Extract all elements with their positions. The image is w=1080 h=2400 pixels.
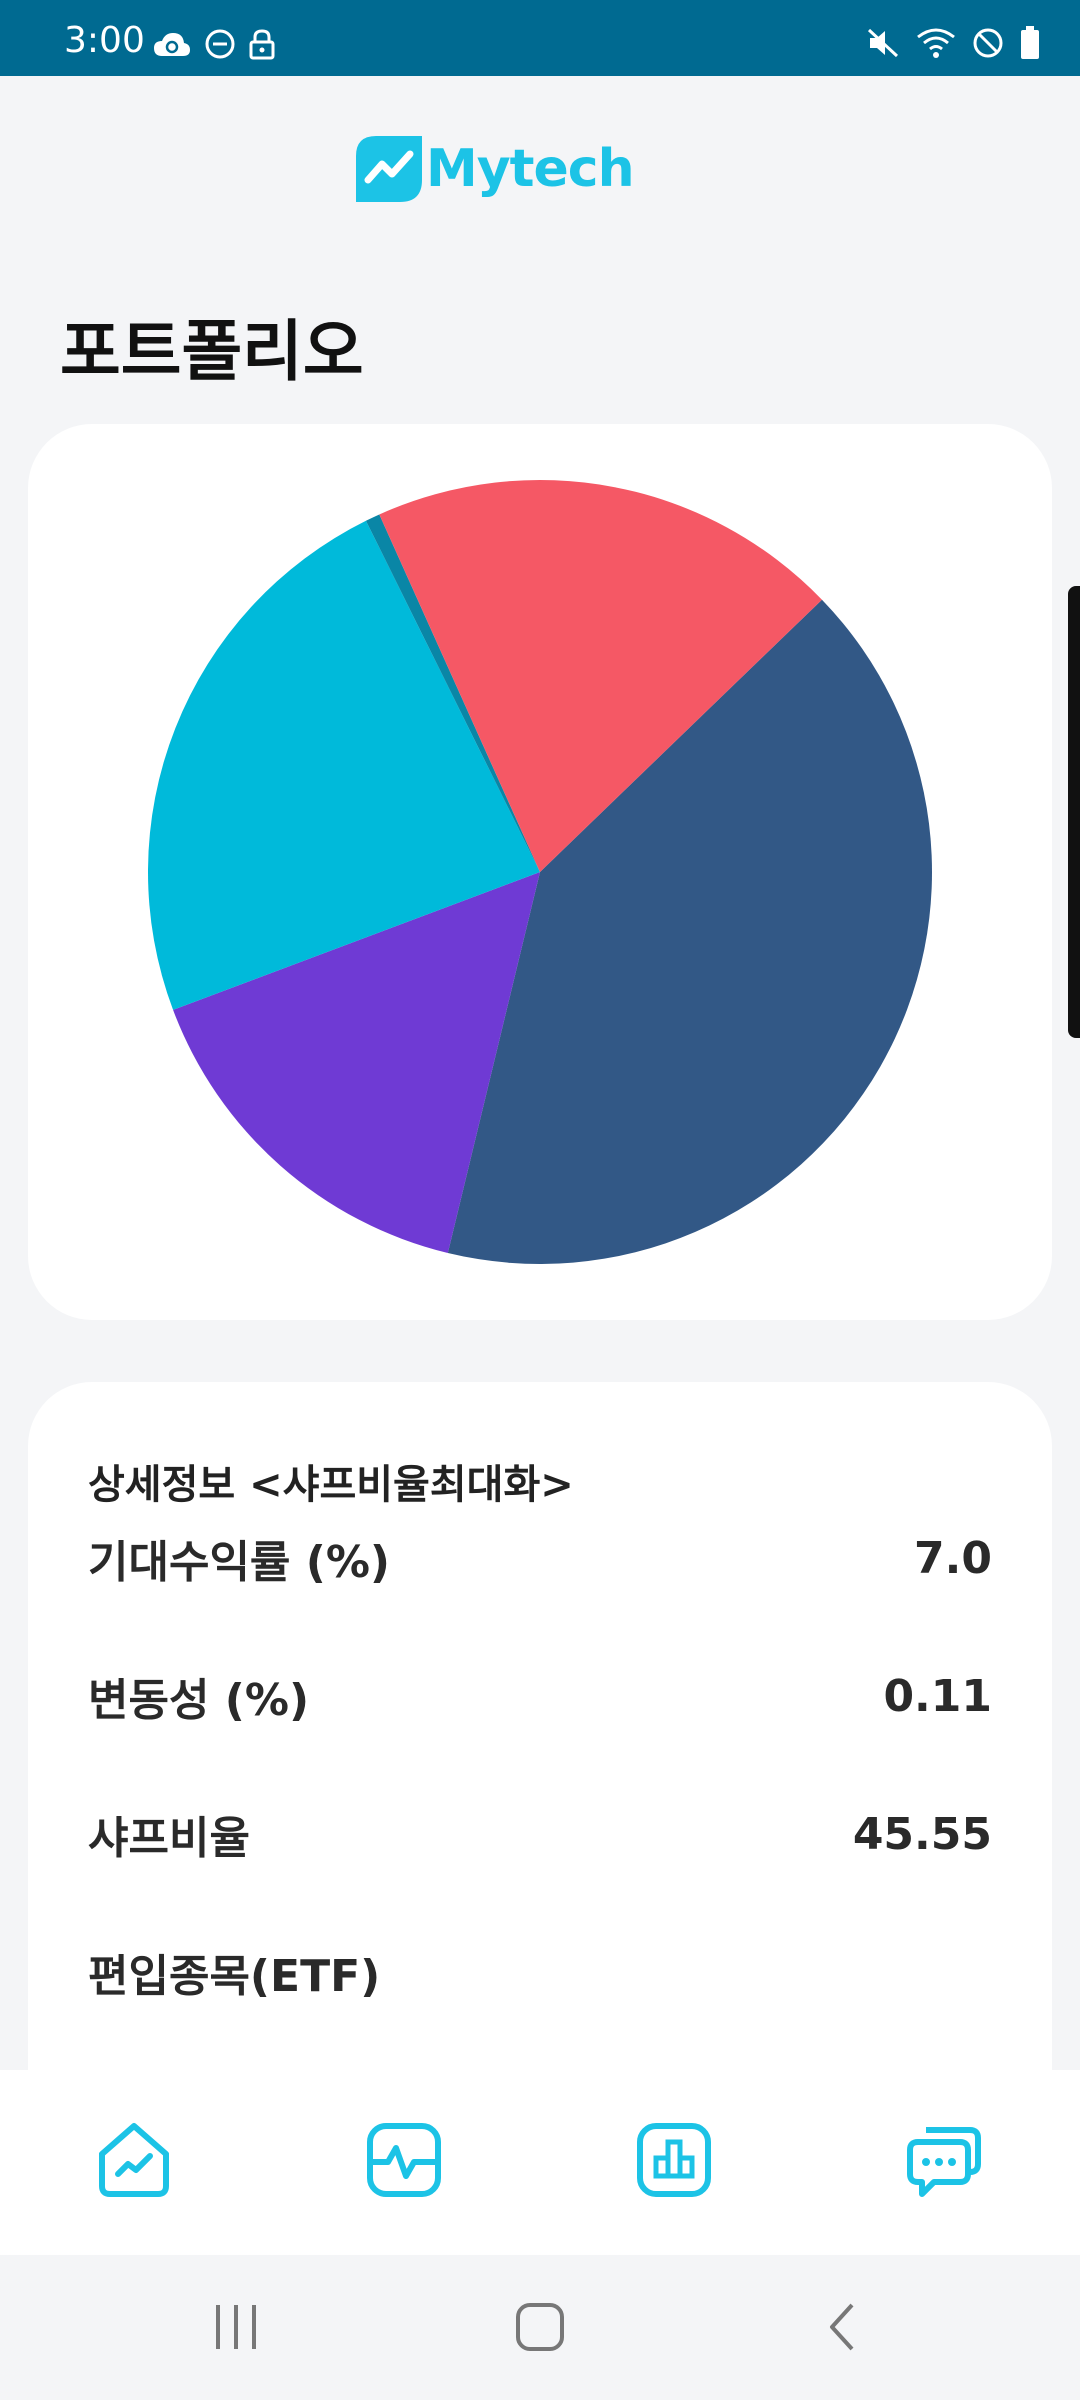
status-time: 3:00: [64, 20, 145, 61]
back-icon[interactable]: [814, 2297, 874, 2357]
status-bar: 3:00: [0, 0, 1080, 76]
sharpe-ratio-row: 샤프비율 45.55: [88, 1804, 992, 1865]
battery-icon: [1021, 26, 1039, 59]
system-nav-bar: [0, 2255, 1080, 2400]
expected-return-value: 7.0: [914, 1532, 992, 1584]
mytech-logo[interactable]: Mytech: [356, 136, 635, 202]
lock-icon: [249, 29, 275, 60]
logo-chart-icon: [356, 136, 422, 202]
home-chart-icon[interactable]: [94, 2120, 174, 2200]
logo-text: Mytech: [426, 139, 635, 199]
detail-title: 상세정보 <샤프비율최대화>: [88, 1462, 574, 1508]
page-title: 포트폴리오: [60, 313, 364, 390]
wifi-icon: [917, 28, 955, 58]
pulse-icon[interactable]: [364, 2120, 444, 2200]
expected-return-label: 기대수익률 (%): [88, 1537, 391, 1588]
recent-apps-icon[interactable]: [206, 2297, 266, 2357]
detail-card: 상세정보 <샤프비율최대화> 기대수익률 (%) 7.0 변동성 (%) 0.1…: [28, 1382, 1052, 2082]
pie-slice-2[interactable]: [173, 872, 540, 1254]
app-header: Mytech: [0, 76, 1080, 246]
bottom-nav: [0, 2070, 1080, 2255]
bar-chart-icon[interactable]: [634, 2120, 714, 2200]
pie-slice-1[interactable]: [447, 599, 932, 1264]
volatility-value: 0.11: [883, 1670, 992, 1722]
expected-return-row: 기대수익률 (%) 7.0: [88, 1528, 992, 1589]
status-right-icons: [866, 26, 1040, 60]
volatility-label: 변동성 (%): [88, 1675, 310, 1726]
portfolio-chart-card: [28, 424, 1052, 1320]
pie-slice-3[interactable]: [148, 520, 540, 1010]
pie-slice-5[interactable]: [379, 480, 822, 872]
sharpe-ratio-label: 샤프비율: [88, 1813, 250, 1864]
sharpe-ratio-value: 45.55: [852, 1808, 992, 1860]
mute-icon: [867, 28, 899, 58]
status-left-icons: [152, 28, 276, 60]
holdings-row: 편입종목(ETF): [88, 1942, 992, 2002]
chat-icon[interactable]: [904, 2120, 984, 2200]
home-icon[interactable]: [510, 2297, 570, 2357]
pie-slice-4[interactable]: [365, 514, 540, 872]
cloud-sync-icon: [154, 33, 190, 56]
block-icon: [973, 28, 1003, 58]
holdings-label: 편입종목(ETF): [88, 1951, 381, 2002]
do-not-disturb-icon: [205, 29, 235, 59]
scroll-handle[interactable]: [1068, 586, 1080, 1038]
portfolio-pie-chart[interactable]: [28, 424, 1052, 1320]
volatility-row: 변동성 (%) 0.11: [88, 1666, 992, 1727]
